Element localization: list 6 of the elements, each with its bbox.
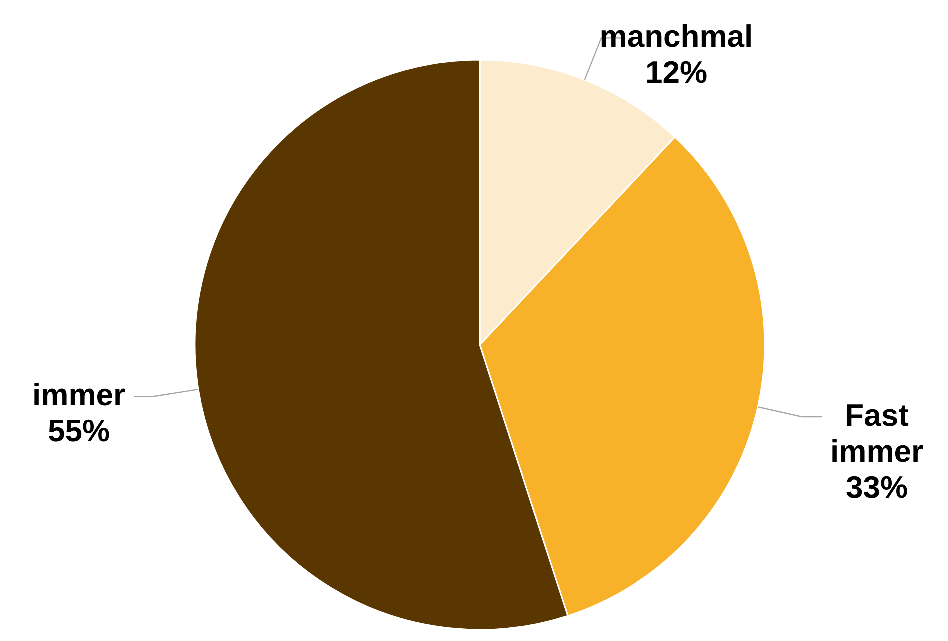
data-label: 33% [846, 470, 908, 505]
slice-label: immer [32, 378, 126, 413]
slice-label: manchmal [600, 19, 754, 54]
data-label: 12% [645, 55, 708, 90]
slice-label: Fast immer [830, 398, 924, 469]
data-label: 55% [48, 414, 110, 449]
